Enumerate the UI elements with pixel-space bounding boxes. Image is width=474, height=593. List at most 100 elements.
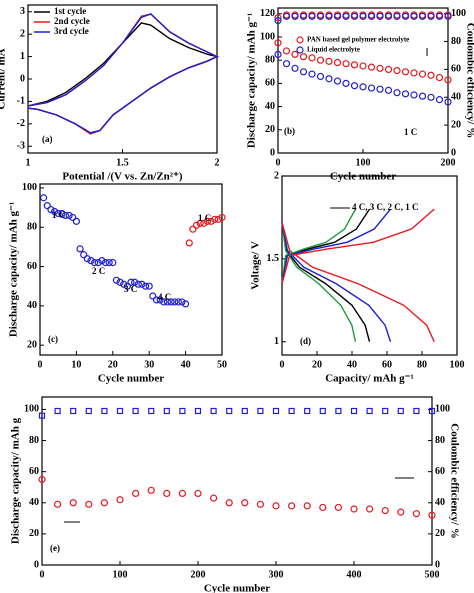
series-line	[27, 13, 219, 134]
data-point	[401, 90, 410, 98]
plot-frame	[277, 7, 449, 154]
x-tick-label: 50	[217, 359, 227, 370]
x-tick-label: 200	[441, 157, 456, 168]
y-tick-label: 0	[20, 73, 25, 84]
data-point	[350, 505, 358, 513]
data-point	[132, 407, 139, 415]
data-point	[428, 511, 436, 519]
x-tick-label: 20	[312, 359, 322, 370]
data-point	[282, 12, 291, 20]
data-point	[194, 489, 202, 498]
data-point	[167, 298, 175, 306]
y-tick-label: 0	[34, 559, 39, 570]
x-tick-label: 300	[269, 569, 284, 580]
data-point	[393, 67, 401, 75]
data-point	[116, 496, 124, 504]
x-axis-label: Potential /(V vs. Zn/Zn²⁺)	[62, 171, 182, 183]
y2-tick-label: 100	[435, 404, 450, 415]
y-tick-label: -3	[17, 141, 25, 152]
data-point	[80, 251, 88, 259]
x-tick-label: 40	[347, 359, 357, 370]
series-line	[281, 208, 357, 284]
data-point	[192, 221, 201, 229]
y2-tick-label: 40	[435, 497, 445, 508]
data-point	[100, 499, 109, 507]
data-point	[101, 259, 110, 267]
x-tick-label: 60	[382, 359, 392, 370]
y-axis-label: Current/ mA	[0, 48, 8, 109]
data-point	[185, 239, 193, 247]
data-point	[203, 217, 212, 225]
annotation: 1 C	[52, 210, 65, 220]
data-point	[342, 79, 350, 88]
data-point	[384, 86, 393, 94]
y-tick-label: 80	[27, 222, 37, 233]
data-point	[272, 407, 280, 415]
x-axis-label: Capacity/ mAh g⁻¹	[325, 373, 414, 385]
legend-label: 3rd cycle	[54, 26, 89, 36]
y-axis-label: Discharge capacity/ mAh g⁻¹	[246, 13, 258, 148]
y-tick-label: -2	[17, 118, 25, 129]
data-point	[359, 83, 367, 91]
y-tick-label: 100	[260, 31, 275, 42]
y2-tick-label: 80	[435, 435, 445, 446]
data-point	[257, 407, 264, 415]
data-point	[134, 280, 142, 288]
series-line	[281, 222, 435, 343]
y2-tick-label: 60	[435, 466, 445, 477]
data-point	[116, 278, 124, 286]
x-tick-label: 100	[450, 359, 465, 370]
data-point	[308, 54, 316, 62]
data-point	[319, 407, 326, 415]
data-point	[427, 71, 435, 79]
data-point	[54, 209, 62, 218]
data-point	[418, 12, 427, 20]
x-tick-label: 400	[347, 569, 362, 580]
x-tick-label: 1	[26, 157, 31, 168]
data-point	[47, 205, 55, 214]
y-tick-label: 20	[27, 339, 37, 350]
data-point	[428, 407, 436, 415]
data-point	[141, 282, 150, 290]
annotation: (a)	[42, 134, 53, 144]
data-point	[38, 412, 46, 419]
data-point	[94, 259, 102, 267]
y-tick-label: 1	[20, 51, 25, 62]
data-point	[214, 215, 222, 223]
data-point	[435, 73, 444, 82]
x-tick-label: 1.5	[116, 157, 129, 168]
data-point	[333, 58, 342, 67]
data-point	[194, 407, 202, 415]
data-point	[444, 98, 452, 106]
data-point	[366, 505, 374, 513]
data-point	[342, 60, 350, 68]
data-point	[272, 502, 280, 510]
data-point	[303, 502, 311, 510]
data-point	[427, 93, 435, 101]
data-point	[282, 47, 291, 55]
data-point	[299, 68, 308, 76]
data-point	[325, 12, 333, 20]
data-point	[316, 56, 325, 64]
annotation: (d)	[300, 336, 311, 346]
series-line	[281, 208, 392, 284]
data-point	[342, 12, 350, 20]
data-point	[163, 489, 171, 498]
data-point	[218, 213, 226, 222]
data-point	[76, 245, 84, 253]
data-point	[207, 217, 215, 225]
plot-frame	[281, 175, 458, 356]
data-point	[241, 407, 248, 415]
data-point	[152, 296, 161, 304]
data-point	[274, 14, 282, 22]
data-point	[147, 486, 155, 494]
data-point	[120, 280, 128, 288]
data-point	[61, 211, 70, 220]
data-point	[418, 70, 427, 78]
data-point	[69, 213, 77, 222]
data-point	[211, 215, 219, 223]
data-point	[334, 503, 342, 512]
y-tick-label: 60	[265, 78, 275, 89]
x-tick-label: 30	[144, 359, 154, 370]
